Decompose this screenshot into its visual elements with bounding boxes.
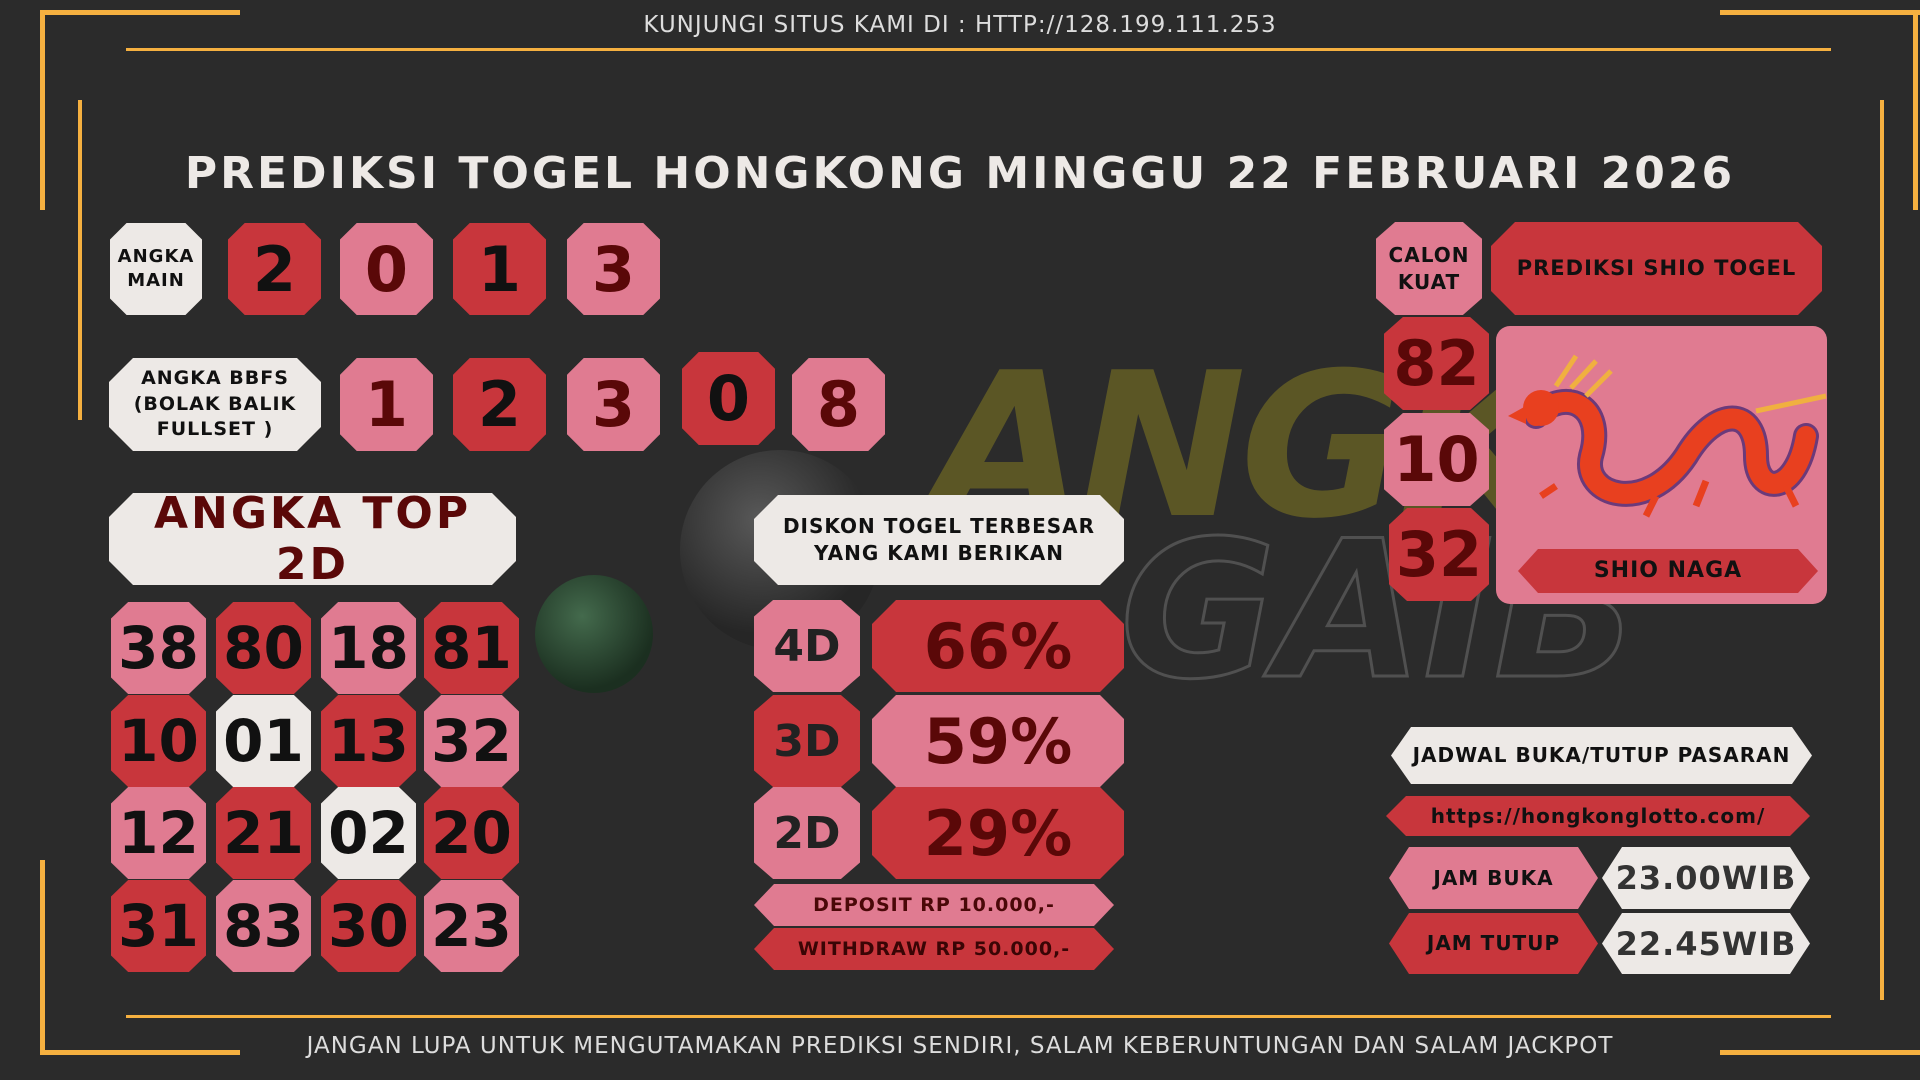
bbfs-digit: 2 <box>453 358 546 451</box>
page-title: PREDIKSI TOGEL HONGKONG MINGGU 22 FEBRUA… <box>184 148 1736 199</box>
jadwal-label: JADWAL BUKA/TUTUP PASARAN <box>1391 727 1812 784</box>
visit-site-text: KUNJUNGI SITUS KAMI DI : HTTP://128.199.… <box>643 12 1277 38</box>
top-2d-number: 32 <box>424 695 519 787</box>
frame-corner <box>1913 10 1918 210</box>
market-url-link[interactable]: https://hongkonglotto.com/ <box>1386 796 1810 836</box>
billiard-ball-icon <box>535 575 653 693</box>
label-line: YANG KAMI BERIKAN <box>814 541 1064 565</box>
diskon-value-3d: 59% <box>872 695 1124 787</box>
diskon-type-2d: 2D <box>754 787 860 879</box>
footer-text: JANGAN LUPA UNTUK MENGUTAMAKAN PREDIKSI … <box>306 1033 1614 1059</box>
angka-main-label: ANGKA MAIN <box>110 223 202 315</box>
label-line: ANGKA BBFS <box>141 367 289 390</box>
top-2d-number: 81 <box>424 602 519 694</box>
top-divider <box>126 48 1831 51</box>
top-2d-number: 12 <box>111 787 206 879</box>
jam-tutup-label: JAM TUTUP <box>1389 913 1598 974</box>
calon-kuat-label: CALON KUAT <box>1376 222 1482 315</box>
label-line: KUAT <box>1397 269 1461 294</box>
top-2d-number: 02 <box>321 787 416 879</box>
deposit-info: DEPOSIT RP 10.000,- <box>754 884 1114 926</box>
top-2d-number: 23 <box>424 880 519 972</box>
angka-main-digit: 1 <box>453 223 546 315</box>
withdraw-info: WITHDRAW RP 50.000,- <box>754 928 1114 970</box>
top-2d-number: 01 <box>216 695 311 787</box>
angka-main-digit: 0 <box>340 223 433 315</box>
frame-corner <box>40 10 240 15</box>
label-line: MAIN <box>127 270 185 291</box>
frame-corner <box>1720 10 1920 15</box>
angka-top-2d-label: ANGKA TOP 2D <box>109 493 516 585</box>
top-2d-number: 80 <box>216 602 311 694</box>
label-line: FULLSET ) <box>156 418 274 441</box>
top-2d-number: 18 <box>321 602 416 694</box>
bbfs-digit: 8 <box>792 358 885 451</box>
calon-kuat-number: 82 <box>1384 317 1489 410</box>
angka-main-digit: 2 <box>228 223 321 315</box>
jam-buka-label: JAM BUKA <box>1389 847 1598 909</box>
top-2d-number: 83 <box>216 880 311 972</box>
calon-kuat-number: 10 <box>1384 413 1489 506</box>
frame-corner <box>1720 1050 1920 1055</box>
top-2d-number: 13 <box>321 695 416 787</box>
diskon-type-4d: 4D <box>754 600 860 692</box>
top-2d-number: 10 <box>111 695 206 787</box>
bbfs-digit: 0 <box>682 352 775 445</box>
diskon-value-4d: 66% <box>872 600 1124 692</box>
prediksi-shio-header: PREDIKSI SHIO TOGEL <box>1491 222 1822 315</box>
bbfs-digit: 3 <box>567 358 660 451</box>
frame-side <box>78 100 82 420</box>
top-2d-number: 30 <box>321 880 416 972</box>
dragon-icon <box>1508 354 1827 518</box>
frame-corner <box>40 10 45 210</box>
label-line: ANGKA <box>117 245 195 267</box>
calon-kuat-number: 32 <box>1389 508 1489 601</box>
angka-main-digit: 3 <box>567 223 660 315</box>
frame-side <box>1880 100 1884 1000</box>
diskon-value-2d: 29% <box>872 787 1124 879</box>
jam-buka-value: 23.00WIB <box>1602 847 1810 909</box>
diskon-type-3d: 3D <box>754 695 860 787</box>
bbfs-digit: 1 <box>340 358 433 451</box>
jam-tutup-value: 22.45WIB <box>1602 913 1810 974</box>
shio-card: SHIO NAGA <box>1496 326 1827 604</box>
top-2d-number: 21 <box>216 787 311 879</box>
bottom-divider <box>126 1015 1831 1018</box>
label-line: (BOLAK BALIK <box>133 392 297 415</box>
frame-corner <box>40 1050 240 1055</box>
frame-corner <box>40 860 45 1055</box>
top-2d-number: 38 <box>111 602 206 694</box>
top-2d-number: 31 <box>111 880 206 972</box>
label-line: CALON <box>1388 242 1470 267</box>
shio-name: SHIO NAGA <box>1518 549 1818 593</box>
bbfs-label: ANGKA BBFS (BOLAK BALIK FULLSET ) <box>109 358 321 451</box>
label-line: DISKON TOGEL TERBESAR <box>782 514 1096 538</box>
top-2d-number: 20 <box>424 787 519 879</box>
diskon-label: DISKON TOGEL TERBESAR YANG KAMI BERIKAN <box>754 495 1124 585</box>
